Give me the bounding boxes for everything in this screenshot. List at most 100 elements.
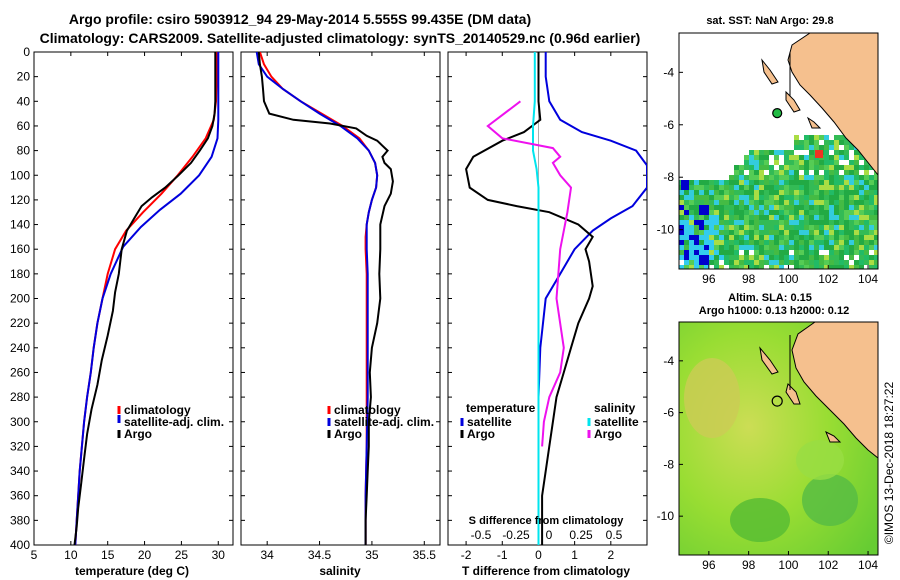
y-tick-label: 340 xyxy=(10,464,30,478)
sst-cell xyxy=(804,160,809,165)
sst-cell xyxy=(724,185,729,190)
sst-cell xyxy=(854,215,859,220)
sst-cell xyxy=(819,145,824,150)
sst-cell xyxy=(709,205,714,210)
sst-cell xyxy=(739,195,744,200)
sst-cell xyxy=(789,190,794,195)
sst-cell xyxy=(824,250,829,255)
sst-cell xyxy=(679,240,684,245)
sst-cell xyxy=(749,185,754,190)
sst-cell xyxy=(764,205,769,210)
sst-cell xyxy=(779,235,784,240)
sst-cell xyxy=(869,215,874,220)
sst-cell xyxy=(684,240,689,245)
sst-cell xyxy=(864,165,869,170)
sst-cell xyxy=(824,245,829,250)
sst-cell xyxy=(864,185,869,190)
legend-salinity: salinity xyxy=(594,401,636,415)
salinity-legend: climatology satellite-adj. clim. Argo xyxy=(327,403,434,441)
sst-cell xyxy=(854,230,859,235)
sst-cell xyxy=(744,175,749,180)
sst-cell xyxy=(779,170,784,175)
sst-cell xyxy=(749,180,754,185)
sst-cell xyxy=(734,245,739,250)
sst-cell xyxy=(854,155,859,160)
sst-cell xyxy=(814,245,819,250)
sst-cell xyxy=(874,225,878,230)
sst-cell xyxy=(764,185,769,190)
sst-cell xyxy=(774,240,779,245)
sst-cell xyxy=(794,235,799,240)
sst-cell xyxy=(754,160,759,165)
sst-cell xyxy=(844,230,849,235)
sst-cell xyxy=(764,180,769,185)
sst-cell xyxy=(854,160,859,165)
sst-cell xyxy=(769,220,774,225)
sst-cell xyxy=(859,205,864,210)
sst-cell xyxy=(779,255,784,260)
sst-cell xyxy=(749,190,754,195)
sst-cell xyxy=(729,195,734,200)
sst-cell xyxy=(799,190,804,195)
sst-cell xyxy=(839,255,844,260)
sst-cell xyxy=(864,205,869,210)
sst-cell xyxy=(739,185,744,190)
sst-cell xyxy=(764,220,769,225)
sst-cell xyxy=(869,265,874,269)
sst-cell xyxy=(734,255,739,260)
sst-cell xyxy=(854,255,859,260)
sst-cell xyxy=(769,225,774,230)
sst-cell xyxy=(809,245,814,250)
sst-cell xyxy=(804,175,809,180)
sst-cell xyxy=(744,165,749,170)
sst-cell xyxy=(774,250,779,255)
sst-cell xyxy=(779,195,784,200)
sst-cell xyxy=(869,240,874,245)
sst-cell xyxy=(684,245,689,250)
sst-cell xyxy=(874,265,878,269)
sst-cell xyxy=(854,170,859,175)
sst-cell xyxy=(864,260,869,265)
sst-cell xyxy=(854,220,859,225)
sst-cell xyxy=(824,165,829,170)
sst-cell xyxy=(744,220,749,225)
sst-cell xyxy=(844,225,849,230)
sst-cell xyxy=(804,145,809,150)
sst-cell xyxy=(739,200,744,205)
sst-cell xyxy=(794,165,799,170)
sst-cell xyxy=(794,230,799,235)
y-tick-label: 240 xyxy=(10,341,30,355)
sst-cell xyxy=(824,205,829,210)
sst-cell xyxy=(714,255,719,260)
sst-cell xyxy=(869,185,874,190)
sst-cell xyxy=(739,210,744,215)
sst-cell xyxy=(744,190,749,195)
sst-cell xyxy=(754,240,759,245)
sst-cell xyxy=(874,240,878,245)
sst-cell xyxy=(724,220,729,225)
sst-cell xyxy=(834,170,839,175)
sst-cell xyxy=(729,185,734,190)
sst-cell xyxy=(744,225,749,230)
sst-cell xyxy=(719,200,724,205)
sst-cell xyxy=(839,215,844,220)
sst-cell xyxy=(754,155,759,160)
title-line-2: Climatology: CARS2009. Satellite-adjuste… xyxy=(40,30,641,46)
sst-cell xyxy=(869,180,874,185)
sst-cell xyxy=(764,245,769,250)
sst-cell xyxy=(804,240,809,245)
y-tick-label: 100 xyxy=(10,168,30,182)
sst-cell xyxy=(874,235,878,240)
sst-cell xyxy=(864,190,869,195)
sst-cell xyxy=(804,235,809,240)
sst-cell xyxy=(834,245,839,250)
sst-cell xyxy=(824,240,829,245)
sst-cell xyxy=(704,245,709,250)
y-tick-label: 60 xyxy=(17,119,31,133)
sst-cell xyxy=(684,210,689,215)
sst-cell xyxy=(719,265,724,269)
sst-cell xyxy=(789,155,794,160)
sst-cell xyxy=(754,215,759,220)
sst-cell xyxy=(714,240,719,245)
sst-cell xyxy=(834,250,839,255)
